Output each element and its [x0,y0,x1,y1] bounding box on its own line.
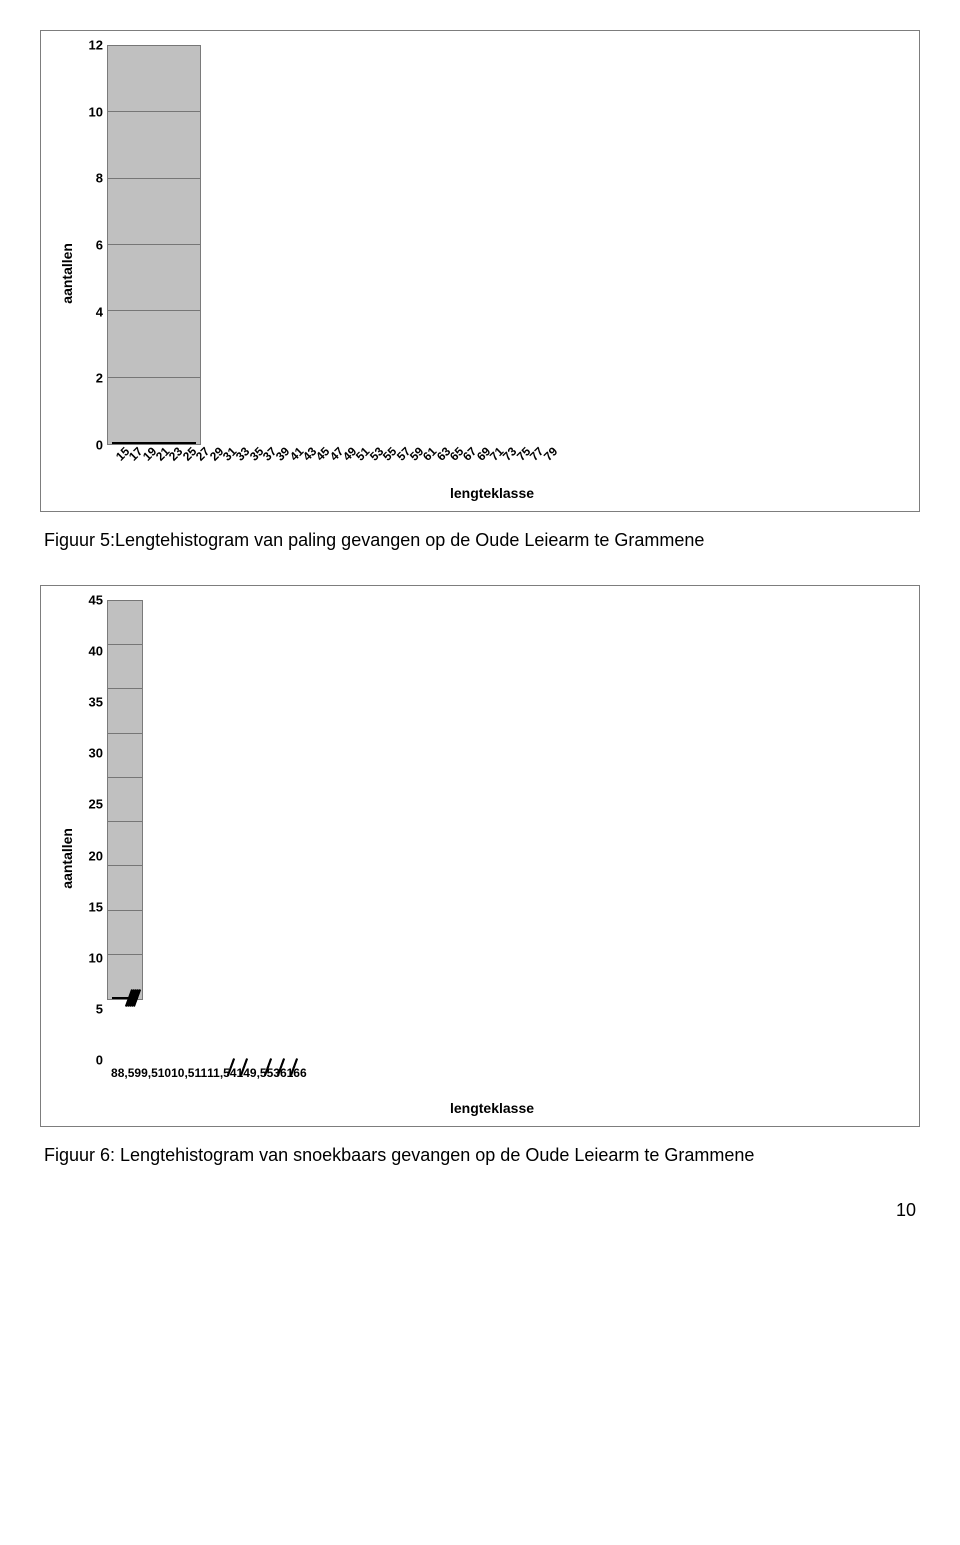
chart6-gridline [108,910,142,911]
chart6-grid [108,601,142,999]
chart6-ytick-labels: 051015202530354045 [79,600,107,1060]
chart6-caption: Figuur 6: Lengtehistogram van snoekbaars… [44,1145,920,1166]
spacer [79,445,107,465]
chart5-caption: Figuur 5:Lengtehistogram van paling geva… [44,530,920,551]
chart5-gridline [108,377,200,378]
chart6-ytick: 35 [89,695,103,710]
chart6-xtick: 10,5 [171,1066,194,1086]
chart5-ytick: 12 [89,38,103,53]
chart6-frame: aantallen 051015202530354045 88,599,5101… [40,585,920,1127]
page-number: 10 [40,1200,920,1221]
chart5-gridline [108,45,200,46]
chart5-xlabel: lengteklasse [79,485,905,501]
chart6-gridline [108,865,142,866]
chart6-ytick: 25 [89,797,103,812]
chart5-ytick-labels: 121086420 [79,45,107,445]
chart6-gridline [108,600,142,601]
chart5-ylabel: aantallen [59,243,75,304]
chart6-xticks: 88,599,51010,51111,54149,5536166 [107,1060,311,1080]
chart5-gridline [108,310,200,311]
chart5-ytick: 4 [96,304,103,319]
chart5-gridline [108,244,200,245]
chart5-axis-row: 121086420 [79,45,905,445]
chart6-gridline [108,733,142,734]
chart5-grid [108,46,200,444]
chart5-gridline [108,111,200,112]
chart6-xtick: 9 [134,1066,141,1086]
chart6-gridline [108,954,142,955]
chart6-ytick: 10 [89,950,103,965]
chart6-xtick: 8 [111,1066,118,1086]
chart6-xtick-row: 88,599,51010,51111,54149,5536166 [79,1060,905,1080]
chart5-gridline [108,178,200,179]
chart6-ytick: 40 [89,644,103,659]
chart6-ylabel-col: aantallen [55,600,79,1116]
chart6-ytick: 45 [89,593,103,608]
chart6-plot-col: 051015202530354045 88,599,51010,51111,54… [79,600,905,1116]
chart5-xticks: 1517192123252729313335373941434547495153… [107,445,556,465]
chart6-xtick: 11,5 [207,1066,230,1086]
chart5-frame: aantallen 121086420 15171921232527293133… [40,30,920,512]
chart6-gridline [108,821,142,822]
chart6-gridline [108,777,142,778]
chart5-xtick-row: 1517192123252729313335373941434547495153… [79,445,905,465]
chart6-plot [107,600,143,1000]
chart6-ytick: 20 [89,848,103,863]
chart6-ylabel: aantallen [59,828,75,889]
chart6-bar [136,997,138,999]
chart6-axis-row: 051015202530354045 [79,600,905,1060]
chart6-gridline [108,644,142,645]
chart6-ytick: 5 [96,1001,103,1016]
chart5-bar [194,442,196,444]
chart6-bar-slot [136,997,138,999]
chart5-plot-col: 121086420 151719212325272931333537394143… [79,45,905,501]
chart6-xtick: 11 [194,1066,207,1086]
chart6-wrap: aantallen 051015202530354045 88,599,5101… [55,600,905,1116]
chart6-xlabel: lengteklasse [79,1100,905,1116]
chart5-ytick: 2 [96,371,103,386]
chart5-ytick: 6 [96,238,103,253]
chart6-ytick: 30 [89,746,103,761]
page: aantallen 12 10 8 6 4 20 15171921232527293133… [0,0,960,1281]
chart6-xtick: 66 [293,1066,306,1086]
chart5-ytick: 8 [96,171,103,186]
chart5-wrap: aantallen 121086420 15171921232527293133… [55,45,905,501]
chart6-ytick: 15 [89,899,103,914]
chart5-ylabel-col: aantallen [55,45,79,501]
chart6-xtick: 49,5 [243,1066,266,1086]
chart6-xtick: 9,5 [141,1066,158,1086]
chart5-plot [107,45,201,445]
chart5-bar-slot [194,442,196,444]
chart6-gridline [108,688,142,689]
chart6-xtick: 10 [158,1066,171,1086]
spacer [79,1060,107,1080]
chart6-xtick: 8,5 [118,1066,135,1086]
chart5-ytick: 10 [89,104,103,119]
